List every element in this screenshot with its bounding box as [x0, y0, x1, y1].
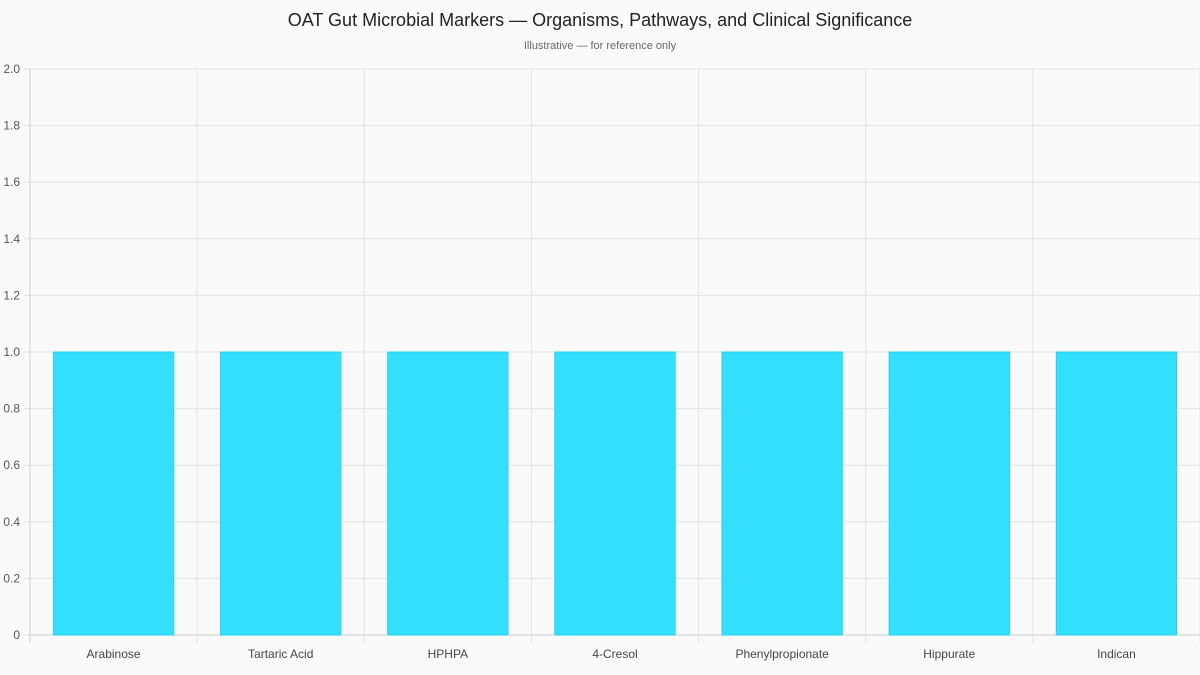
bar: [220, 351, 342, 636]
x-tick-label: 4-Cresol: [592, 647, 637, 661]
bar: [554, 351, 676, 636]
x-tick-label: Indican: [1097, 647, 1136, 661]
y-tick-label: 1.2: [3, 288, 20, 302]
x-tick-label: HPHPA: [428, 647, 468, 661]
y-tick-label: 0.8: [3, 402, 20, 416]
bar: [52, 351, 175, 636]
chart-subtitle: Illustrative — for reference only: [523, 40, 677, 52]
x-tick-label: Arabinose: [87, 647, 141, 661]
x-tick-label: Tartaric Acid: [248, 647, 313, 661]
x-tick-label: Hippurate: [923, 647, 975, 661]
bar: [1055, 351, 1178, 636]
y-tick-label: 2.0: [3, 62, 20, 76]
x-tick-label: Phenylpropionate: [735, 647, 829, 661]
y-tick-label: 1.4: [3, 232, 20, 246]
y-tick-label: 1.6: [3, 175, 20, 189]
bar: [888, 351, 1010, 636]
chart-title: OAT Gut Microbial Markers — Organisms, P…: [287, 10, 913, 30]
bar: [387, 351, 509, 636]
y-tick-label: 0: [13, 628, 20, 642]
y-tick-label: 0.4: [3, 515, 20, 529]
y-tick-label: 1.8: [3, 119, 20, 133]
bar: [721, 351, 843, 636]
y-tick-label: 0.6: [3, 458, 20, 472]
y-tick-label: 1.0: [3, 345, 20, 359]
y-tick-label: 0.2: [3, 571, 20, 585]
